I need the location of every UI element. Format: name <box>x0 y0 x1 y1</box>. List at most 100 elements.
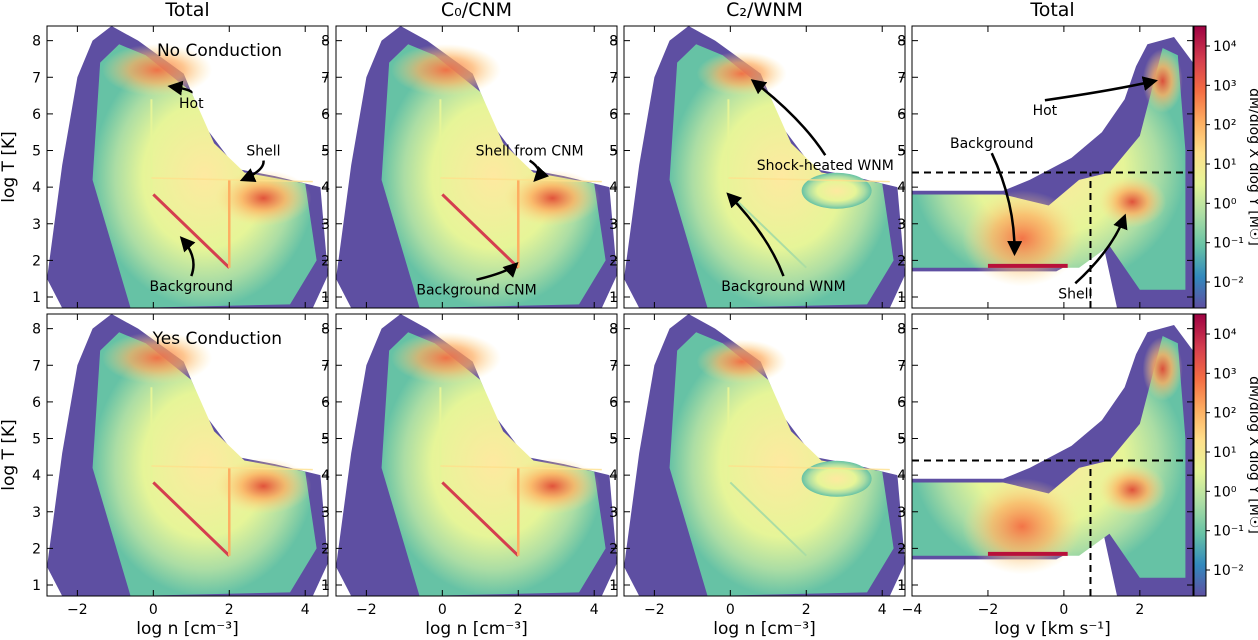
x-tick-label: 0 <box>438 602 447 618</box>
background-cnm-ridge <box>152 481 231 557</box>
y-tick-label: 6 <box>32 107 41 123</box>
annotation-label: Shell <box>1058 286 1092 302</box>
shell-ridge <box>151 177 313 183</box>
y-tick-label: 6 <box>321 107 330 123</box>
y-tick-label: 1 <box>897 578 906 594</box>
y-tick-label: 5 <box>32 432 41 448</box>
y-tick-label: 8 <box>32 322 41 338</box>
y-tick-label: 3 <box>321 217 330 233</box>
y-tick-label: 3 <box>897 217 906 233</box>
annotation-arrow <box>1074 213 1128 285</box>
column-title: C₀/CNM <box>441 0 512 21</box>
distribution-core <box>92 44 317 308</box>
colorbar-tick-label: 10¹ <box>1213 445 1236 461</box>
hot-phase-peak <box>696 51 787 96</box>
panel-top-right: 1 2 3 4 5 6 7 8 Total Hot Background Shell 10⁻² 10⁻¹ 1… <box>897 0 1258 309</box>
colorbar-tick-label: 10² <box>1213 118 1236 134</box>
y-tick-label: 6 <box>32 395 41 411</box>
annotation-label: Background WNM <box>721 279 845 295</box>
row-title: No Conduction <box>157 41 282 61</box>
background-peak <box>962 190 1083 287</box>
distribution-core <box>669 332 894 596</box>
heatmap-body <box>912 324 1193 596</box>
shell-ridge <box>728 465 890 471</box>
axes-frame <box>623 25 906 309</box>
colorbar-tick-label: 10⁰ <box>1213 484 1237 500</box>
x-tick-label: −2 <box>356 602 377 618</box>
y-tick-label: 2 <box>321 253 330 269</box>
y-tick-label: 8 <box>321 322 330 338</box>
colorbar-tick-label: 10⁰ <box>1213 196 1237 212</box>
y-tick-label: 4 <box>609 180 618 196</box>
background-cnm-ridge <box>441 481 520 557</box>
y-tick-label: 3 <box>897 505 906 521</box>
y-tick-label: 6 <box>321 395 330 411</box>
colorbar-tick-label: 10⁴ <box>1213 39 1237 55</box>
distribution-core <box>381 332 606 596</box>
shell-phase-peak <box>504 170 601 227</box>
y-tick-label: 7 <box>32 358 41 374</box>
y-tick-label: 4 <box>897 180 906 196</box>
axes-frame <box>911 25 1194 309</box>
panel-bottom-right: −4 −2 0 2 1 2 3 4 5 6 7 8 log v [km s⁻¹] 10⁻² 10⁻¹ 10⁰ 1… <box>897 313 1258 639</box>
colorbar <box>1193 25 1207 309</box>
annotation-label: Background <box>950 136 1034 152</box>
shell-phase-peak <box>215 170 312 227</box>
column-title: C₂/WNM <box>726 0 803 21</box>
axes-frame <box>46 25 329 309</box>
y-tick-label: 7 <box>897 70 906 86</box>
y-tick-label: 4 <box>897 468 906 484</box>
shell-ridge <box>440 465 602 471</box>
x-tick-label: 4 <box>878 602 887 618</box>
background-cnm-ridge <box>152 193 231 269</box>
annotation-arrow <box>476 261 519 281</box>
y-tick-label: 2 <box>897 253 906 269</box>
y-tick-label: 7 <box>897 358 906 374</box>
axes-frame <box>335 313 618 597</box>
y-tick-label: 5 <box>321 144 330 160</box>
y-tick-label: 8 <box>321 34 330 50</box>
shell-phase-peak <box>1098 463 1167 516</box>
y-tick-label: 8 <box>897 34 906 50</box>
background-cnm-ridge <box>441 193 520 269</box>
y-tick-label: 3 <box>609 217 618 233</box>
y-tick-label: 1 <box>32 290 41 306</box>
axes-frame <box>623 313 906 597</box>
x-tick-label: 4 <box>301 602 310 618</box>
y-tick-label: 6 <box>609 395 618 411</box>
colorbar-tick-label: 10⁻¹ <box>1213 524 1244 540</box>
annotation-label: Shock-heated WNM <box>757 158 894 174</box>
y-tick-label: 5 <box>32 144 41 160</box>
heatmap-body <box>624 314 905 596</box>
x-tick-label: 2 <box>225 602 234 618</box>
shell-ridge <box>728 177 890 183</box>
x-tick-label: −2 <box>644 602 665 618</box>
y-tick-label: 6 <box>897 107 906 123</box>
x-tick-label: 2 <box>1135 602 1144 618</box>
y-tick-label: 5 <box>609 432 618 448</box>
y-axis-label: log T [K] <box>0 131 19 203</box>
hot-phase-peak <box>102 43 213 96</box>
x-tick-label: −2 <box>978 602 999 618</box>
annotation-arrow <box>1044 76 1158 102</box>
x-axis-label: log n [cm⁻³] <box>713 619 815 639</box>
y-tick-label: 4 <box>609 468 618 484</box>
panel-top-left: 1 2 3 4 5 6 7 8 Total No Conduction log T [K] Hot Sh… <box>0 0 329 309</box>
y-tick-label: 4 <box>321 468 330 484</box>
annotation-label: Hot <box>1033 103 1058 119</box>
colorbar <box>1193 313 1207 597</box>
x-tick-label: 4 <box>590 602 599 618</box>
shell-phase-peak <box>801 172 872 209</box>
y-tick-label: 6 <box>609 107 618 123</box>
annotation-arrow <box>726 192 785 277</box>
y-tick-label: 7 <box>321 358 330 374</box>
x-tick-label: 2 <box>514 602 523 618</box>
annotation-arrow <box>179 236 196 277</box>
x-tick-label: 0 <box>726 602 735 618</box>
x-tick-label: 0 <box>1059 602 1068 618</box>
y-tick-label: 2 <box>321 541 330 557</box>
hot-phase-peak <box>102 331 213 384</box>
annotation-arrow <box>528 159 550 182</box>
